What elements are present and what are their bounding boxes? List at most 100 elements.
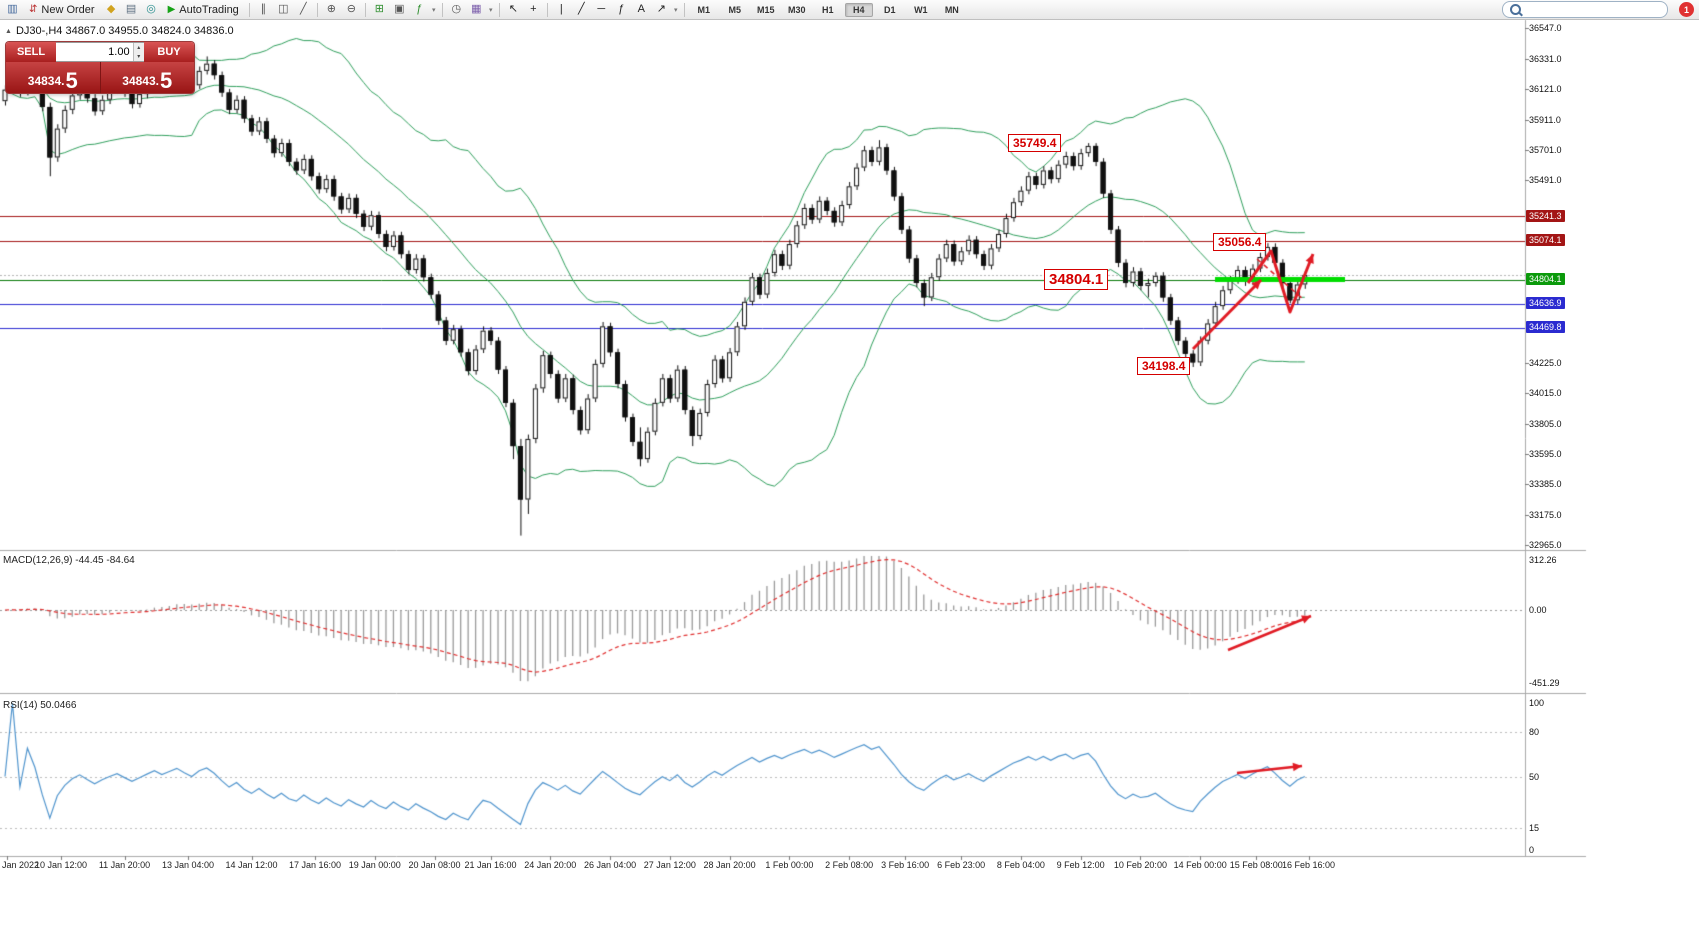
navigator-icon[interactable]: ◎ <box>146 3 156 15</box>
timeframe-button-w1[interactable]: W1 <box>914 4 928 15</box>
time-axis-label: 14 Jan 12:00 <box>225 860 278 870</box>
buy-button[interactable]: BUY <box>144 42 194 62</box>
indicators-icon[interactable]: ƒ <box>416 3 423 15</box>
sell-price-text: 34834. <box>27 74 65 88</box>
buy-price-text: 34843. <box>122 74 159 88</box>
price-axis-label: 33175.0 <box>1529 509 1562 520</box>
search-input[interactable] <box>1526 3 1660 16</box>
timeframe-button-h1[interactable]: H1 <box>822 4 834 15</box>
new-order-button-label: New Order <box>41 3 95 16</box>
macd-indicator-label: MACD(12,26,9) -44.45 -84.64 <box>3 555 135 566</box>
dropdown-caret-icon[interactable]: ▾ <box>432 6 436 14</box>
cascade-windows-icon[interactable]: ▣ <box>394 3 405 15</box>
price-axis-label: 32965.0 <box>1529 539 1562 550</box>
price-axis-label: 36547.0 <box>1529 23 1562 33</box>
autotrading-button[interactable]: ▶ AutoTrading <box>162 2 245 18</box>
timeframe-button-mn[interactable]: MN <box>944 4 959 15</box>
price-axis-label: 34015.0 <box>1529 388 1562 399</box>
toolbar: ▥ ⇵ New Order ◆ ▤ ◎ ▶ AutoTrading ∥ ◫ ╱ ⊕ ⊖ ⊞ ▣ ƒ ▾ ◷ ▦ ▾ ↖ +… <box>0 0 1699 20</box>
notification-badge[interactable]: 1 <box>1679 2 1694 17</box>
toolbar-separator <box>316 2 318 17</box>
volume-down-button[interactable]: ▾ <box>133 52 144 61</box>
time-axis-label: 28 Jan 20:00 <box>703 860 756 870</box>
rsi-axis-label: 15 <box>1529 822 1540 833</box>
macd-axis-label: 312.26 <box>1529 554 1557 565</box>
new-chart-icon[interactable]: ▥ <box>7 3 18 15</box>
time-axis-label: 10 Feb 20:00 <box>1113 860 1167 870</box>
time-axis-label: 9 Feb 12:00 <box>1056 860 1105 870</box>
horizontal-line-icon[interactable]: ─ <box>597 3 606 15</box>
time-axis-label: 10 Jan 12:00 <box>34 860 88 870</box>
time-axis-label: 20 Jan 08:00 <box>408 860 461 870</box>
time-axis-label: 13 Jan 04:00 <box>161 860 215 870</box>
rsi-axis-label: 0 <box>1529 845 1535 855</box>
rsi-axis-label: 100 <box>1529 698 1545 708</box>
metaeditor-icon[interactable]: ◆ <box>106 3 116 15</box>
price-axis-label: 35911.0 <box>1529 114 1561 125</box>
market-watch-icon[interactable]: ▤ <box>125 3 137 15</box>
volume-up-button[interactable]: ▴ <box>133 43 144 52</box>
tile-windows-icon[interactable]: ⊞ <box>374 3 384 15</box>
cursor-icon[interactable]: ↖ <box>508 3 518 15</box>
price-axis-label: 34225.0 <box>1529 358 1562 369</box>
symbol-ohlc-text: DJ30-,H4 34867.0 34955.0 34824.0 34836.0 <box>15 25 234 37</box>
price-line-badge: 34804.1 <box>1526 273 1565 286</box>
vertical-line-icon[interactable]: | <box>559 3 563 15</box>
zoom-in-icon[interactable]: ⊕ <box>326 3 336 15</box>
timeframe-button-d1[interactable]: D1 <box>884 4 896 15</box>
time-axis-label: 2 Feb 08:00 <box>825 860 874 870</box>
price-annotation-level: 34804.1 <box>1044 269 1109 290</box>
price-axis-label: 36121.0 <box>1529 84 1562 95</box>
chart-snapshot-icon[interactable]: ▦ <box>471 3 482 15</box>
price-axis-label: 33805.0 <box>1529 418 1562 429</box>
bar-chart-icon[interactable]: ∥ <box>260 3 267 15</box>
time-axis-label: 8 Feb 04:00 <box>996 860 1045 870</box>
sell-button[interactable]: SELL <box>6 42 56 62</box>
price-annotation-low: 34198.4 <box>1137 357 1191 375</box>
time-axis-label: 14 Feb 00:00 <box>1173 860 1227 870</box>
volume-spinner: ▴ ▾ <box>132 43 144 61</box>
candlestick-chart-icon[interactable]: ◫ <box>278 3 289 15</box>
timeframe-button-h4[interactable]: H4 <box>844 2 873 17</box>
trendline-icon[interactable]: ╱ <box>578 3 585 15</box>
fibonacci-icon[interactable]: ƒ <box>618 3 625 15</box>
timeframe-button-m30[interactable]: M30 <box>788 4 806 15</box>
macd-axis-label: 0.00 <box>1529 605 1547 615</box>
timeframe-button-m1[interactable]: M1 <box>697 4 711 15</box>
toolbar-separator <box>683 2 685 17</box>
time-axis-label: 1 Feb 00:00 <box>765 860 814 870</box>
time-axis-label: 6 Feb 23:00 <box>937 860 986 870</box>
arrow-object-icon[interactable]: ↗ <box>656 3 666 15</box>
time-axis-label: 16 Feb 16:00 <box>1281 860 1336 870</box>
search-box[interactable] <box>1502 1 1668 18</box>
dropdown-caret-icon[interactable]: ▾ <box>674 6 678 14</box>
macd-axis-label: -451.29 <box>1529 677 1560 688</box>
autotrading-icon: ▶ <box>167 3 176 15</box>
zoom-out-icon[interactable]: ⊖ <box>346 3 356 15</box>
crosshair-icon[interactable]: + <box>530 3 537 15</box>
time-axis-label: 21 Jan 16:00 <box>464 860 517 870</box>
new-order-button[interactable]: ⇵ New Order <box>23 2 101 18</box>
toolbar-separator <box>364 2 366 17</box>
dropdown-caret-icon[interactable]: ▾ <box>489 6 493 14</box>
line-chart-icon[interactable]: ╱ <box>300 3 307 15</box>
one-click-trading-widget: SELL ▴ ▾ BUY 34834. 5 34843. 5 <box>6 42 194 93</box>
volume-input[interactable] <box>56 43 133 61</box>
text-label-icon[interactable]: A <box>637 3 645 15</box>
timeframe-button-m5[interactable]: M5 <box>728 4 742 15</box>
toolbar-separator <box>546 2 548 17</box>
price-axis-label: 35491.0 <box>1529 175 1562 186</box>
time-axis-label: 24 Jan 20:00 <box>524 860 577 870</box>
time-axis-label: 27 Jan 12:00 <box>643 860 696 870</box>
toolbar-separator <box>441 2 443 17</box>
buy-price-button[interactable]: 34843. 5 <box>100 62 194 93</box>
sell-price-button[interactable]: 34834. 5 <box>6 62 100 93</box>
price-line-badge: 34469.8 <box>1526 321 1565 334</box>
price-axis-label: 33595.0 <box>1529 449 1562 460</box>
new-order-icon: ⇵ <box>29 3 38 15</box>
price-line-badge: 35074.1 <box>1526 234 1565 247</box>
clock-icon[interactable]: ◷ <box>451 3 462 15</box>
timeframe-button-m15[interactable]: M15 <box>757 4 775 15</box>
time-axis-label: 11 Jan 20:00 <box>98 860 151 870</box>
